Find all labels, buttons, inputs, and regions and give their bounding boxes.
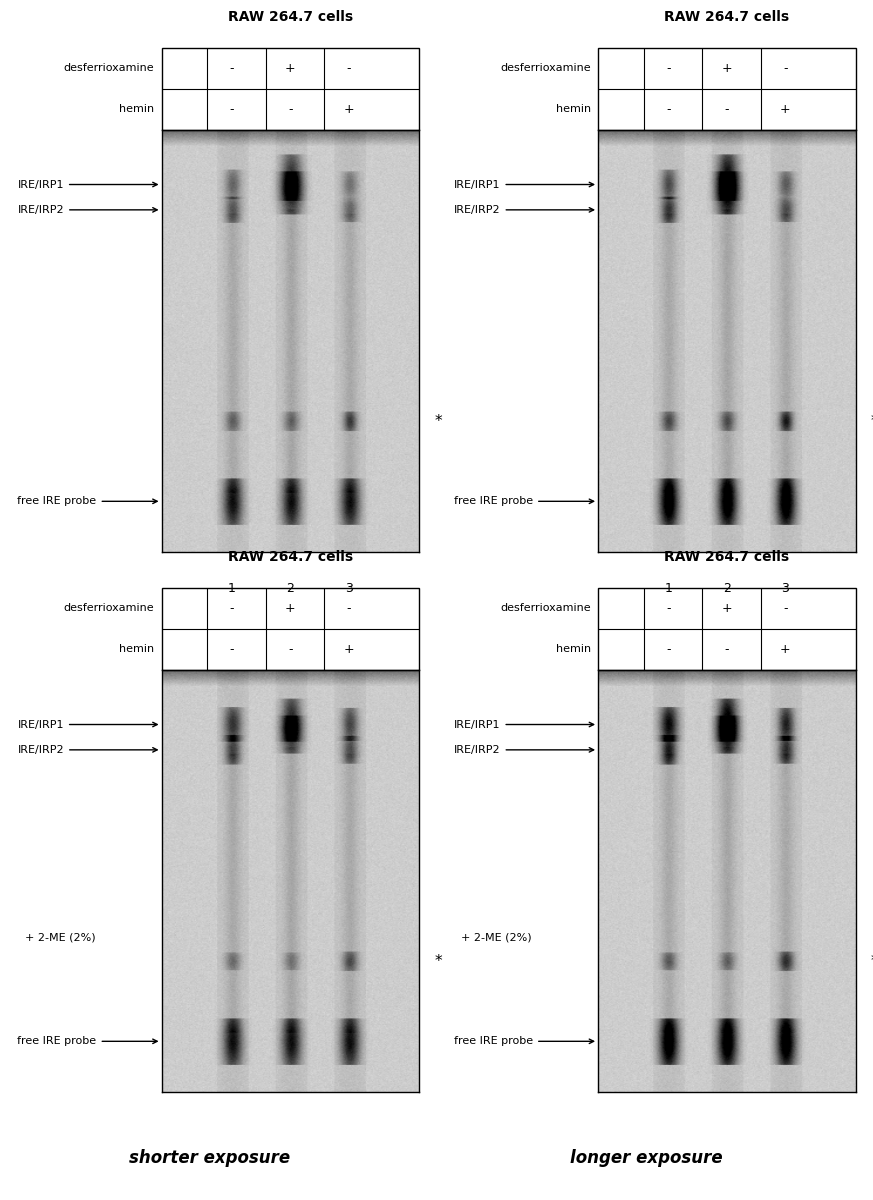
Text: -: - (288, 103, 292, 115)
Text: -: - (666, 62, 670, 74)
Text: IRE/IRP2: IRE/IRP2 (454, 205, 594, 215)
Text: *: * (435, 954, 442, 968)
Text: free IRE probe: free IRE probe (454, 1037, 594, 1046)
Text: +: + (285, 602, 296, 614)
Text: IRE/IRP1: IRE/IRP1 (17, 180, 157, 190)
Text: +: + (343, 103, 354, 115)
Text: *: * (871, 414, 873, 428)
Text: longer exposure: longer exposure (570, 1150, 722, 1166)
Text: -: - (230, 643, 234, 655)
Text: IRE/IRP2: IRE/IRP2 (17, 205, 157, 215)
Text: -: - (666, 602, 670, 614)
Text: -: - (230, 103, 234, 115)
Text: -: - (230, 62, 234, 74)
Text: IRE/IRP1: IRE/IRP1 (454, 180, 594, 190)
Text: hemin: hemin (120, 644, 155, 654)
Text: free IRE probe: free IRE probe (17, 497, 157, 506)
Text: *: * (871, 954, 873, 968)
Text: -: - (347, 602, 351, 614)
Text: 3: 3 (345, 582, 353, 594)
Text: -: - (288, 643, 292, 655)
Text: -: - (347, 62, 351, 74)
Text: 3: 3 (781, 582, 789, 594)
Text: +: + (285, 62, 296, 74)
Text: IRE/IRP2: IRE/IRP2 (17, 745, 157, 755)
Text: -: - (666, 643, 670, 655)
Text: RAW 264.7 cells: RAW 264.7 cells (228, 10, 353, 24)
Text: desferrioxamine: desferrioxamine (64, 64, 155, 73)
Text: -: - (725, 643, 729, 655)
Text: 1: 1 (664, 582, 672, 594)
Text: free IRE probe: free IRE probe (454, 497, 594, 506)
Text: desferrioxamine: desferrioxamine (500, 604, 591, 613)
Text: hemin: hemin (120, 104, 155, 114)
Text: + 2-ME (2%): + 2-ME (2%) (461, 932, 532, 942)
Text: 1: 1 (228, 582, 236, 594)
Text: desferrioxamine: desferrioxamine (500, 64, 591, 73)
Text: -: - (783, 602, 787, 614)
Text: +: + (721, 602, 732, 614)
Text: + 2-ME (2%): + 2-ME (2%) (24, 932, 95, 942)
Text: RAW 264.7 cells: RAW 264.7 cells (664, 550, 789, 564)
Text: +: + (780, 643, 791, 655)
Text: +: + (343, 643, 354, 655)
Text: RAW 264.7 cells: RAW 264.7 cells (228, 550, 353, 564)
Text: hemin: hemin (556, 644, 591, 654)
Text: 2: 2 (723, 582, 731, 594)
Text: desferrioxamine: desferrioxamine (64, 604, 155, 613)
Text: IRE/IRP2: IRE/IRP2 (454, 745, 594, 755)
Text: hemin: hemin (556, 104, 591, 114)
Text: -: - (725, 103, 729, 115)
Text: IRE/IRP1: IRE/IRP1 (454, 720, 594, 730)
Text: +: + (721, 62, 732, 74)
Text: *: * (435, 414, 442, 428)
Text: 2: 2 (286, 582, 294, 594)
Text: +: + (780, 103, 791, 115)
Text: -: - (230, 602, 234, 614)
Text: -: - (666, 103, 670, 115)
Text: IRE/IRP1: IRE/IRP1 (17, 720, 157, 730)
Text: RAW 264.7 cells: RAW 264.7 cells (664, 10, 789, 24)
Text: free IRE probe: free IRE probe (17, 1037, 157, 1046)
Text: shorter exposure: shorter exposure (129, 1150, 290, 1166)
Text: -: - (783, 62, 787, 74)
